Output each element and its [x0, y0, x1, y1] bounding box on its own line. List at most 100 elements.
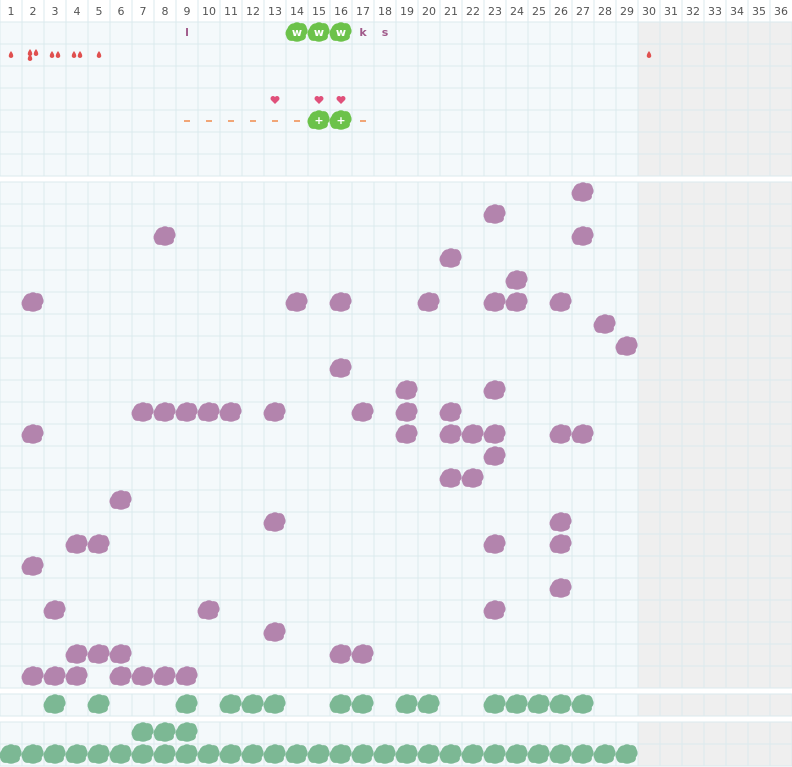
entry: [329, 292, 352, 312]
entry: [219, 402, 242, 422]
green-entry: [593, 744, 616, 764]
green-entry: [351, 744, 374, 764]
green-entry: [175, 694, 198, 714]
shaded-days: [638, 22, 792, 176]
green-entry: [263, 694, 286, 714]
entry: [65, 534, 88, 554]
green-entry: [417, 744, 440, 764]
entry: [197, 600, 220, 620]
day-number: 22: [466, 5, 480, 18]
letter: s: [382, 26, 389, 39]
letter: l: [185, 26, 189, 39]
day-number: 5: [96, 5, 103, 18]
day-number: 28: [598, 5, 612, 18]
entry: [395, 424, 418, 444]
green-entry: [615, 744, 638, 764]
drop: [8, 51, 14, 58]
entry: [461, 468, 484, 488]
green-entry: [87, 744, 110, 764]
green-entry: [21, 744, 44, 764]
entry: [483, 380, 506, 400]
entry: [65, 644, 88, 664]
entry: [43, 666, 66, 686]
entry: [439, 402, 462, 422]
entry: [483, 446, 506, 466]
day-number: 21: [444, 5, 458, 18]
green-entry: [549, 744, 572, 764]
day-number: 9: [184, 5, 191, 18]
day-number: 34: [730, 5, 744, 18]
green-entry: [329, 694, 352, 714]
day-number: 6: [118, 5, 125, 18]
plus: +: [314, 114, 323, 127]
heart: [270, 96, 280, 104]
entry: [263, 512, 286, 532]
entry: [175, 402, 198, 422]
green-entry: [461, 744, 484, 764]
green-entry: [483, 694, 506, 714]
entry: [439, 424, 462, 444]
green-entry: [505, 694, 528, 714]
badge-letter: w: [292, 26, 302, 39]
entry: [21, 424, 44, 444]
entry: [21, 666, 44, 686]
entry: [549, 578, 572, 598]
entry: [571, 182, 594, 202]
entry: [109, 490, 132, 510]
day-number: 19: [400, 5, 414, 18]
day-number: 32: [686, 5, 700, 18]
entry: [21, 292, 44, 312]
day-number: 16: [334, 5, 348, 18]
shaded-days: [638, 694, 792, 716]
entry: [505, 292, 528, 312]
entry: [395, 402, 418, 422]
green-entry: [527, 694, 550, 714]
entry: [21, 556, 44, 576]
drop: [96, 51, 102, 58]
entry: [593, 314, 616, 334]
day-number: 35: [752, 5, 766, 18]
badge: [285, 22, 308, 42]
green-entry: [527, 744, 550, 764]
entry: [395, 380, 418, 400]
plus-badge: [307, 110, 330, 130]
entry: [87, 644, 110, 664]
letter: k: [359, 26, 367, 39]
green-entry: [153, 744, 176, 764]
day-number: 20: [422, 5, 436, 18]
entry: [285, 292, 308, 312]
day-number: 36: [774, 5, 788, 18]
green-entry: [43, 744, 66, 764]
green-entry: [219, 694, 242, 714]
day-number: 29: [620, 5, 634, 18]
day-number: 30: [642, 5, 656, 18]
day-number: 23: [488, 5, 502, 18]
green-entry: [109, 744, 132, 764]
green-entry: [197, 744, 220, 764]
day-number: 4: [74, 5, 81, 18]
entry: [263, 622, 286, 642]
drop: [49, 51, 55, 58]
green-entry: [131, 744, 154, 764]
heart: [336, 96, 346, 104]
entry: [483, 600, 506, 620]
green-entry: [87, 694, 110, 714]
green-entry: [43, 694, 66, 714]
drop: [27, 54, 33, 61]
entry: [329, 358, 352, 378]
entry: [153, 226, 176, 246]
day-number: 33: [708, 5, 722, 18]
entry: [483, 204, 506, 224]
green-entry: [439, 744, 462, 764]
entry: [153, 402, 176, 422]
day-number: 14: [290, 5, 304, 18]
entry: [461, 424, 484, 444]
green-entry: [65, 744, 88, 764]
badge-letter: w: [314, 26, 324, 39]
green-entry: [395, 744, 418, 764]
drop: [27, 49, 33, 56]
entry: [43, 600, 66, 620]
plus-badge: [329, 110, 352, 130]
entry: [439, 248, 462, 268]
